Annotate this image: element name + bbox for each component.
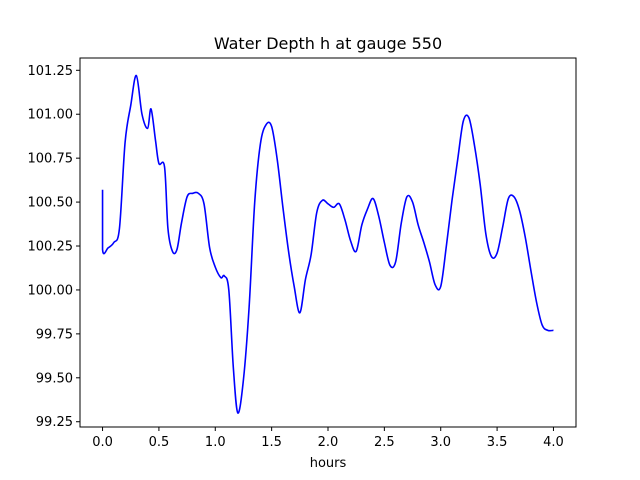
x-tick-label: 2.5 [374,435,395,450]
x-tick-label: 1.0 [205,435,226,450]
x-axis-label: hours [310,456,347,471]
y-tick-label: 100.75 [28,152,74,167]
y-tick-label: 101.00 [28,108,74,123]
chart-title: Water Depth h at gauge 550 [214,34,442,53]
y-tick-label: 99.75 [36,327,73,342]
x-tick-label: 3.0 [430,435,451,450]
x-tick-label: 3.5 [487,435,508,450]
y-tick-label: 100.25 [28,240,74,255]
y-axis: 99.25 99.50 99.75 100.00 100.25 100.50 100.75 1… [28,64,80,430]
plot-frame [79,57,577,428]
plot-area [79,57,577,428]
x-tick-label: 0.0 [92,435,113,450]
x-tick-label: 4.0 [543,435,564,450]
x-tick-label: 0.5 [149,435,170,450]
series-line-layer [101,74,554,414]
x-axis: 0.0 0.5 1.0 1.5 2.0 2.5 3.0 3.5 4.0 [92,427,564,450]
x-tick-label: 2.0 [318,435,339,450]
x-tick-label: 1.5 [261,435,282,450]
y-tick-label: 101.25 [28,64,74,79]
y-tick-label: 100.50 [28,196,74,211]
series-line [101,74,554,414]
y-tick-label: 99.50 [36,371,73,386]
y-tick-label: 100.00 [28,283,74,298]
y-tick-label: 99.25 [36,415,73,430]
